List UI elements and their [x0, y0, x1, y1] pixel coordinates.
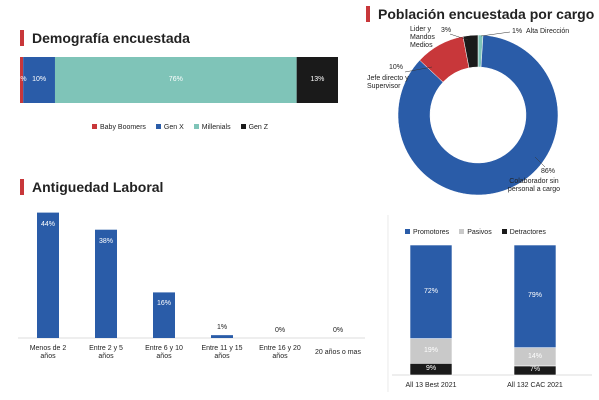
value-label: 16%: [156, 300, 171, 308]
bar-segment: [513, 244, 557, 348]
legend-label: Millenials: [201, 124, 231, 131]
legend-swatch: [92, 124, 97, 129]
donut-slice: [462, 34, 479, 69]
value-label: 79%: [527, 292, 542, 300]
value-label: 0%: [274, 327, 286, 334]
donut-slice: [397, 34, 559, 196]
bar: [95, 229, 117, 338]
value-label: 0%: [332, 327, 344, 334]
legend-item: Millenials: [193, 124, 231, 131]
legend-label: Gen X: [163, 124, 184, 131]
title-accent: [20, 30, 24, 46]
chart-title: Antiguedad Laboral: [32, 179, 164, 195]
value-label: 1%: [16, 76, 27, 83]
value-label: 1%: [511, 28, 523, 35]
legend: Baby Boomers Gen X Millenials Gen Z: [92, 124, 268, 131]
legend-item: Promotores: [405, 229, 449, 236]
bar-segment: [54, 57, 297, 103]
legend-item: Baby Boomers: [92, 124, 146, 131]
value-label: 19%: [423, 346, 438, 354]
legend-label: Detractores: [509, 229, 546, 236]
legend-label: Pasivos: [467, 229, 492, 236]
leader-line: [534, 156, 546, 168]
value-label: 44%: [40, 220, 55, 228]
value-label: 7%: [529, 366, 541, 374]
x-tick-label: 20 años o mas: [315, 349, 361, 356]
value-label: 1%: [216, 324, 228, 332]
x-tick-label: All 13 Best 2021: [405, 382, 457, 389]
bar-segment: [409, 244, 453, 339]
category-label: Lider y Mandos Medios: [410, 26, 435, 49]
legend-label: Baby Boomers: [100, 124, 146, 131]
value-label: 72%: [423, 287, 438, 295]
legend-label: Gen Z: [248, 124, 269, 131]
legend-item: Gen Z: [240, 124, 269, 131]
leader-line: [404, 66, 433, 73]
legend: Promotores Pasivos Detractores: [405, 229, 546, 236]
leader-line: [480, 31, 511, 37]
bar: [211, 335, 233, 338]
x-tick-label: Entre 11 y 15 años: [201, 345, 243, 360]
legend-swatch: [193, 124, 199, 129]
value-label: 76%: [168, 76, 183, 83]
legend-item: Detractores: [501, 229, 546, 236]
legend-swatch: [405, 229, 410, 234]
x-tick-label: Menos de 2 años: [29, 345, 67, 360]
value-label: 10%: [32, 76, 47, 83]
x-tick-label: Entre 2 y 5 años: [89, 345, 123, 360]
category-label: Alta Dirección: [526, 28, 570, 35]
bar-segment: [23, 57, 55, 103]
legend-swatch: [459, 229, 465, 234]
value-label: 86%: [540, 168, 555, 175]
title-accent: [20, 179, 24, 195]
legend-label: Promotores: [413, 229, 450, 236]
value-label: 14%: [527, 352, 542, 360]
leader-line: [449, 33, 469, 41]
x-tick-label: Entre 6 y 10 años: [145, 345, 183, 360]
bar: [37, 212, 59, 338]
category-label: Colaborador sin personal a cargo: [507, 178, 561, 193]
x-tick-label: All 132 CAC 2021: [507, 382, 563, 389]
legend-swatch: [501, 229, 507, 234]
chart-title: Población encuestada por cargo: [378, 6, 595, 22]
bar: [153, 292, 175, 338]
legend-item: Gen X: [155, 124, 184, 131]
legend-swatch: [240, 124, 246, 129]
legend-swatch: [155, 124, 161, 129]
title-accent: [366, 6, 370, 22]
value-label: 10%: [388, 64, 403, 71]
value-label: 9%: [425, 365, 437, 373]
value-label: 13%: [310, 76, 325, 83]
bar-segment: [409, 338, 453, 364]
chart-title: Demografía encuestada: [32, 30, 190, 46]
value-label: 38%: [98, 237, 113, 245]
value-label: 3%: [440, 27, 452, 34]
x-tick-label: Entre 16 y 20 años: [259, 345, 301, 360]
category-label: Jefe directo y Supervisor: [367, 75, 409, 90]
bar-segment: [20, 57, 24, 103]
bar-segment: [296, 57, 338, 103]
legend-item: Pasivos: [459, 229, 492, 236]
